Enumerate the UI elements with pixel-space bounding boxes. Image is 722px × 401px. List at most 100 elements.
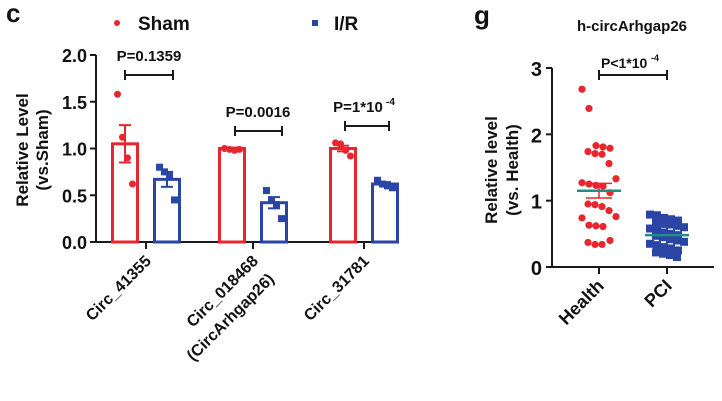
x-tick-label: Circ_41355: [83, 253, 155, 325]
y-tick-label: 2: [531, 125, 542, 147]
data-point: [263, 187, 270, 195]
data-point-pci: [659, 219, 667, 228]
y-tick-label: 3: [531, 59, 542, 81]
data-point-pci: [673, 253, 681, 262]
legend-marker-ir: [312, 20, 318, 26]
data-point: [273, 201, 280, 209]
data-point: [389, 184, 396, 192]
y-tick-label: 0.5: [62, 186, 87, 206]
bar-ir: [153, 177, 181, 244]
data-point-pci: [666, 251, 674, 260]
data-point-pci: [652, 218, 660, 227]
chart-title-g: h-circArhgap26: [577, 18, 687, 35]
p-value-exponent: -4: [386, 97, 395, 108]
data-point: [166, 171, 173, 179]
data-point: [119, 133, 126, 141]
y-tick-label: 1.0: [62, 140, 87, 160]
data-point-health: [584, 147, 592, 156]
data-point-pci: [659, 249, 667, 258]
data-point-health: [584, 238, 592, 247]
data-point-pci: [646, 224, 654, 233]
y-tick-label: 0.0: [62, 233, 87, 253]
data-point-health: [592, 222, 600, 230]
y-axis-label-line1: Relative level: [482, 116, 501, 224]
data-point-health: [606, 144, 614, 152]
data-point-pci: [666, 220, 674, 229]
data-point-health: [599, 182, 607, 190]
data-point-health: [612, 175, 620, 183]
data-point-pci: [667, 244, 675, 253]
data-point-pci: [653, 241, 661, 250]
data-point-health: [578, 85, 586, 93]
data-point-health: [605, 207, 613, 215]
data-point-health: [591, 201, 599, 209]
data-point: [342, 146, 349, 154]
data-point: [161, 168, 168, 176]
data-point-pci: [653, 226, 661, 235]
data-point: [268, 196, 275, 204]
bar-ir: [371, 182, 399, 244]
y-tick-label: 0: [531, 258, 542, 280]
bar-sham: [329, 147, 357, 244]
legend-label-ir: I/R: [334, 14, 359, 35]
y-axis-label-line2: (vs. Health): [503, 124, 522, 216]
data-point: [278, 215, 285, 223]
data-point-health: [599, 143, 607, 151]
data-point-pci: [660, 213, 668, 222]
data-point: [124, 154, 131, 162]
panel-label-c: c: [6, 0, 20, 28]
x-tick-label: Circ_31781: [301, 253, 373, 325]
data-point-pci: [652, 248, 660, 257]
p-value-label: P<1*10: [601, 55, 648, 71]
data-point-pci: [646, 210, 654, 219]
bar-sham: [218, 147, 246, 244]
data-point-pci: [673, 221, 681, 230]
p-value-label: P=0.0016: [226, 104, 291, 121]
y-axis-label-g: Relative level (vs. Health): [482, 116, 522, 224]
data-point-health: [605, 159, 613, 168]
x-tick-label: PCI: [640, 276, 675, 311]
y-tick-label: 1: [531, 192, 542, 214]
y-axis-label-line2: (vs.Sham): [33, 109, 52, 190]
data-point-health: [592, 142, 600, 150]
data-point: [236, 145, 243, 153]
data-point-health: [599, 222, 607, 231]
data-point-health: [591, 240, 599, 249]
legend: Sham I/R: [114, 14, 359, 35]
p-value-label: P=0.1359: [117, 48, 182, 65]
data-point: [114, 90, 121, 98]
legend-label-sham: Sham: [138, 14, 190, 35]
data-point-health: [578, 179, 586, 187]
x-tick-label: Health: [555, 276, 608, 329]
y-axis-label-c: Relative Level (vs.Sham): [13, 93, 52, 206]
data-point-pci: [653, 211, 661, 220]
data-point: [171, 196, 178, 204]
data-point: [384, 182, 391, 190]
legend-marker-sham: [114, 20, 120, 26]
p-value-label: P=1*10: [333, 99, 383, 116]
data-point-health: [585, 104, 593, 113]
data-point: [379, 180, 386, 188]
data-point-pci: [680, 223, 688, 232]
data-point: [374, 176, 381, 184]
data-point-pci: [680, 237, 688, 246]
data-point-pci: [674, 216, 682, 225]
data-point-pci: [646, 239, 654, 248]
data-point-health: [585, 221, 593, 229]
data-point-health: [584, 200, 592, 208]
data-point-pci: [666, 235, 674, 244]
y-tick-label: 1.5: [62, 93, 87, 113]
data-point-health: [598, 240, 606, 249]
data-point-health: [598, 203, 606, 211]
data-point: [156, 163, 163, 171]
data-point-health: [591, 149, 599, 158]
data-point-health: [598, 150, 606, 158]
data-point-health: [578, 214, 586, 222]
data-point-health: [612, 212, 620, 221]
data-point: [337, 140, 344, 148]
y-axis-label-line1: Relative Level: [13, 93, 32, 206]
panel-label-g: g: [474, 0, 490, 30]
data-point: [129, 180, 136, 188]
data-point-pci: [660, 243, 668, 252]
data-point-pci: [667, 215, 675, 224]
